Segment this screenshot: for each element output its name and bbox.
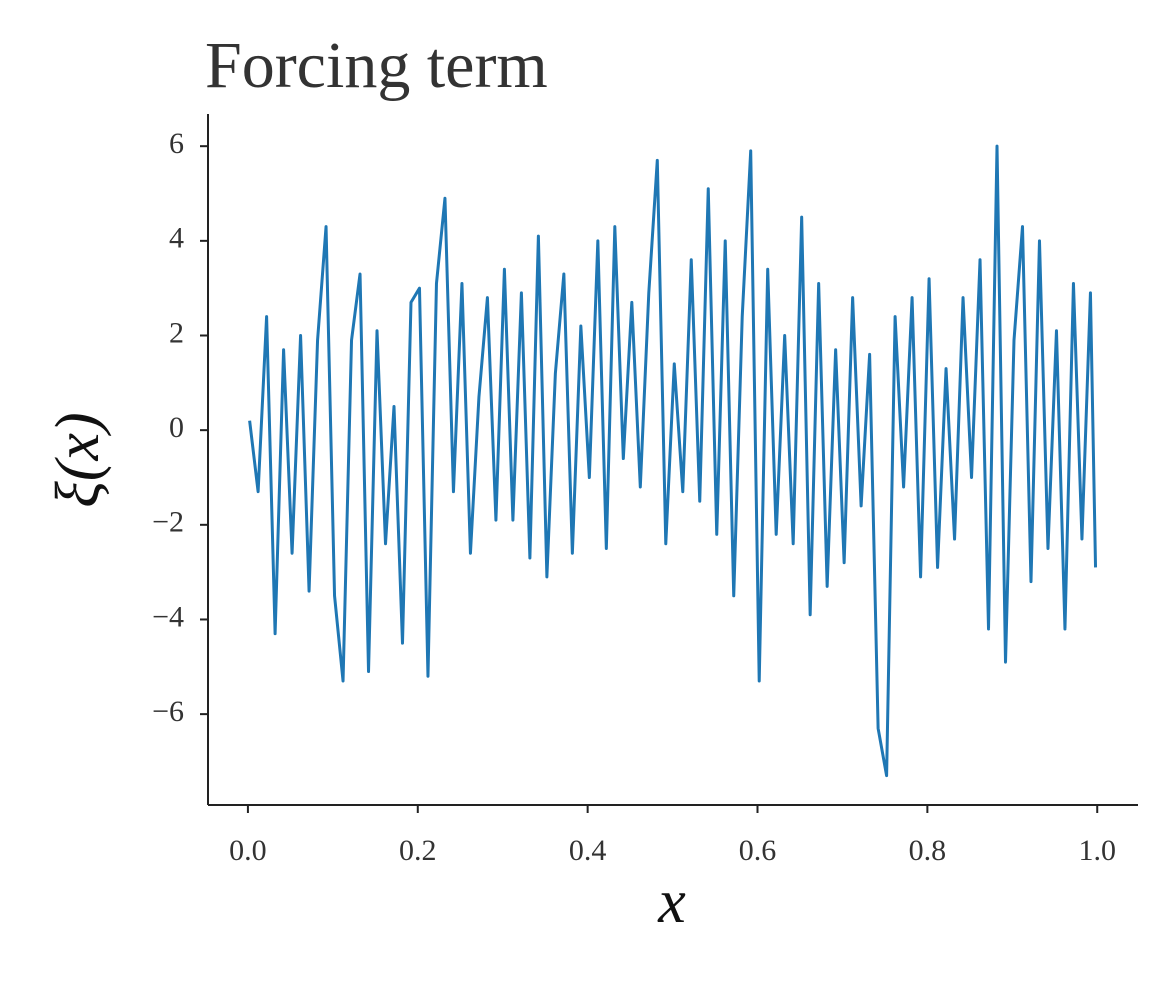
y-tick-label: −2 — [152, 506, 184, 539]
data-line — [248, 144, 1098, 778]
x-tick-label: 0.2 — [399, 834, 437, 867]
x-tick-label: 0.6 — [739, 834, 777, 867]
x-tick-label: 1.0 — [1078, 834, 1116, 867]
y-tick-label: 0 — [169, 411, 184, 444]
chart-title: Forcing term — [205, 29, 548, 102]
y-tick-label: 4 — [169, 222, 184, 255]
x-tick-label: 0.0 — [229, 834, 267, 867]
x-axis-label: x — [657, 868, 686, 936]
x-tick-label: 0.8 — [909, 834, 947, 867]
y-axis-label: ξ(x) — [44, 412, 112, 507]
x-tick-label: 0.4 — [569, 834, 607, 867]
y-tick-label: −6 — [152, 695, 184, 728]
y-tick-label: 6 — [169, 127, 184, 160]
y-tick-label: −4 — [152, 600, 184, 633]
y-tick-label: 2 — [169, 316, 184, 349]
